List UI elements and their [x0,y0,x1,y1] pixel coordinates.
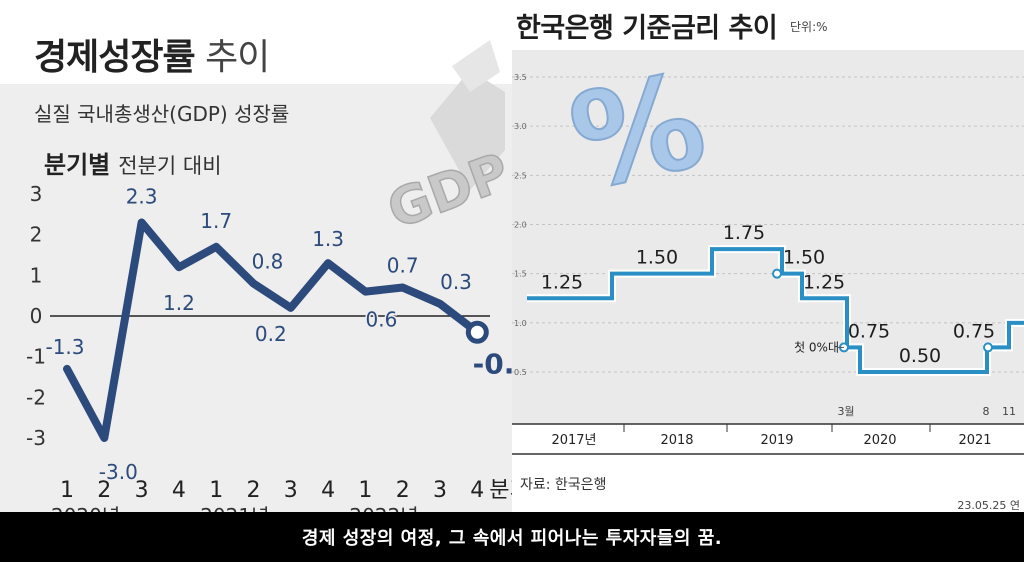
gdp-year-label: 2021년 [200,504,269,512]
gdp-arrow-head [452,40,500,92]
rate-year-label: 2018 [660,433,693,448]
gdp-data-label: 0.6 [365,308,397,332]
gdp-y-tick-label: 2 [30,223,43,247]
rate-step-label: 1.50 [636,247,678,269]
gdp-y-tick-label: -3 [26,426,46,450]
rate-annotation: 첫 0%대 [794,340,839,354]
rate-year-label: 2017년 [551,433,596,448]
rate-y-tick-label: 1.5 [514,270,527,279]
gdp-panel: 경제성장률 추이 실질 국내총생산(GDP) 성장률 분기별 전분기 대비 GDP… [0,0,512,512]
rate-month-label: 3월 [837,405,854,418]
rate-step-label: 1.75 [723,222,765,244]
subtitle-caption: 경제 성장의 여정, 그 속에서 피어나는 투자자들의 꿈. [301,528,723,549]
gdp-x-tick-label: 2 [396,478,410,503]
rate-year-label: 2021 [958,433,991,448]
rate-year-label: 2019 [760,433,793,448]
gdp-title-light: 추이 [205,37,270,78]
rate-step-label: 1.25 [541,271,583,293]
gdp-x-tick-label: 1 [60,478,74,503]
gdp-x-tick-label: 2 [97,478,111,503]
gdp-x-tick-label: 3 [433,478,447,503]
gdp-x-suffix: 분기 [489,478,512,503]
rate-year-label: 2020 [863,433,896,448]
gdp-data-label: 0.2 [255,322,287,346]
gdp-line-chart: GDP3210-1-2-3-1.3-3.02.31.21.70.80.21.30… [26,40,512,512]
gdp-3d-decoration: GDP [379,40,512,242]
gdp-data-label: -0.4 [473,347,512,380]
gdp-x-tick-label: 2 [247,478,261,503]
gdp-y-tick-label: 3 [30,182,43,206]
gdp-data-label: 1.7 [200,209,232,233]
gdp-subtitle: 실질 국내총생산(GDP) 성장률 [34,102,290,126]
subtitle-bar: 경제 성장의 여정, 그 속에서 피어나는 투자자들의 꿈. [0,512,1024,562]
gdp-data-label: -1.3 [45,335,84,359]
rate-y-tick-label: 2.5 [514,171,527,180]
gdp-data-label: 1.2 [163,291,195,315]
gdp-data-label: 1.3 [312,227,344,251]
gdp-x-tick-label: 4 [321,478,335,503]
gdp-x-tick-label: 4 [470,478,484,503]
gdp-data-label: -3.0 [99,460,138,484]
gdp-year-label: 2022년 [349,504,418,512]
rate-y-tick-label: 1.0 [514,319,527,328]
rate-plot-background [512,50,1024,424]
rate-line-outline [527,245,1024,376]
rate-unit-label: 단위:% [790,20,828,34]
gdp-decoration-text: GDP [380,142,512,241]
rate-source: 자료: 한국은행 [520,477,607,493]
rate-panel: 한국은행 기준금리 추이 단위:% 3.5 3.0 2.5 2.0 1.5 1.0 0.5%… [512,0,1024,512]
rate-step-label: 1.25 [803,271,845,293]
gdp-data-label: 0.3 [440,270,472,294]
gdp-x-tick-label: 3 [284,478,298,503]
gdp-y-tick-label: 0 [30,304,43,328]
gdp-period-light: 전분기 대비 [118,154,222,178]
rate-step-chart: 3.53.02.52.01.51.00.5%1.251.501.751.501.… [512,43,1024,455]
rate-date: 23.05.25 연 [957,499,1020,512]
gdp-y-tick-label: 1 [30,263,43,287]
rate-panel-title: 한국은행 기준금리 추이 [516,13,778,44]
rate-step-label: 0.75 [953,320,995,342]
rate-step-line [527,247,1024,374]
rate-step-label: 1.50 [783,247,825,269]
gdp-arrow-shape [430,70,505,190]
percent-decoration-text: % [558,44,717,220]
gdp-period-bold: 분기별 [44,151,111,179]
gdp-x-tick-label: 4 [172,478,186,503]
gdp-x-tick-label: 1 [358,478,372,503]
gdp-panel-title: 경제성장률 추이 [34,28,270,80]
gdp-last-point-marker [465,320,489,344]
rate-y-tick-label: 3.0 [514,122,527,131]
rate-y-tick-label: 2.0 [514,221,527,230]
gdp-x-tick-label: 1 [209,478,223,503]
gdp-year-label: 2020년 [51,504,120,512]
rate-point-marker [983,342,993,353]
rate-month-label: 8 [983,405,990,418]
rate-y-tick-label: 3.5 [514,73,527,82]
gdp-data-label: 0.8 [252,249,284,273]
rate-month-label: 11 [1002,405,1016,418]
percent-3d-decoration: % [557,43,718,221]
gdp-period-label: 분기별 전분기 대비 [44,145,222,180]
rate-point-marker [772,268,782,279]
rate-step-label: 0.75 [848,320,890,342]
rate-step-label: 0.50 [899,345,941,367]
gdp-data-label: 0.7 [387,254,419,278]
gdp-y-tick-label: -2 [26,385,46,409]
gdp-x-tick-label: 3 [135,478,149,503]
gdp-data-label: 2.3 [126,184,158,208]
gdp-y-tick-label: -1 [26,345,46,369]
gdp-series-line [63,218,482,442]
rate-y-tick-label: 0.5 [514,368,527,377]
gdp-title-bold: 경제성장률 [34,37,196,78]
